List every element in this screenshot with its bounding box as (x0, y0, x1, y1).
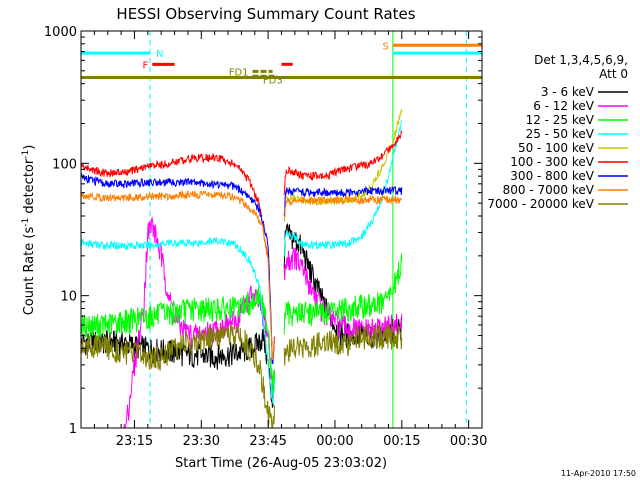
legend-label-5: 100 - 300 keV (510, 155, 594, 169)
legend-label-3: 25 - 50 keV (526, 127, 595, 141)
x-tick-label-4: 00:15 (383, 434, 420, 449)
legend-label-0: 3 - 6 keV (541, 85, 595, 99)
series-group (81, 109, 403, 428)
x-tick-label-2: 23:45 (249, 434, 286, 449)
x-axis-label: Start Time (26-Aug-05 23:03:02) (175, 456, 387, 471)
series-line-3 (81, 120, 403, 404)
flag-label-6: FD3 (263, 75, 283, 86)
flag-labels: N S F FD1 FD3 (143, 41, 389, 86)
series-line-4 (285, 109, 403, 206)
legend-label-2: 12 - 25 keV (526, 113, 595, 127)
flag-label-0: N (156, 49, 163, 60)
series-line-6 (81, 172, 403, 365)
legend-label-7: 800 - 7000 keV (503, 183, 595, 197)
x-tick-label-3: 00:00 (316, 434, 353, 449)
y-axis: 1 10 100 1000 (44, 25, 482, 437)
chart-title: HESSI Observing Summary Count Rates (116, 5, 415, 23)
legend-label-6: 300 - 800 keV (510, 169, 594, 183)
plot-frame (80, 30, 483, 429)
flag-bars (81, 43, 482, 80)
series-line-5 (81, 130, 403, 364)
y-tick-label-0: 1 (69, 422, 77, 437)
x-tick-label-5: 00:30 (450, 434, 487, 449)
marker-lines (149, 31, 467, 428)
x-tick-label-1: 23:30 (183, 434, 220, 449)
x-tick-label-0: 23:15 (116, 434, 153, 449)
series-line-7 (81, 189, 403, 361)
y-tick-label-1: 10 (60, 290, 77, 305)
flag-label-3: F (143, 60, 149, 71)
legend-label-4: 50 - 100 keV (518, 141, 595, 155)
y-axis-label: Count Rate (s-1 detector-1) (21, 145, 37, 316)
flag-label-1: S (383, 41, 389, 52)
series-line-2 (81, 253, 403, 396)
legend-label-8: 7000 - 20000 keV (487, 197, 594, 211)
legend-title-line1: Det 1,3,4,5,6,9, (534, 53, 628, 67)
flag-label-5: FD1 (229, 67, 249, 78)
footer-date: 11-Apr-2010 17:50 (561, 469, 636, 478)
y-tick-label-2: 100 (52, 157, 77, 172)
x-axis: 23:15 23:30 23:45 00:00 00:15 00:30 (80, 31, 487, 449)
y-tick-label-3: 1000 (44, 25, 77, 40)
series-line-8 (81, 324, 403, 428)
legend-title-line2: Att 0 (599, 67, 628, 81)
legend-label-1: 6 - 12 keV (533, 99, 595, 113)
